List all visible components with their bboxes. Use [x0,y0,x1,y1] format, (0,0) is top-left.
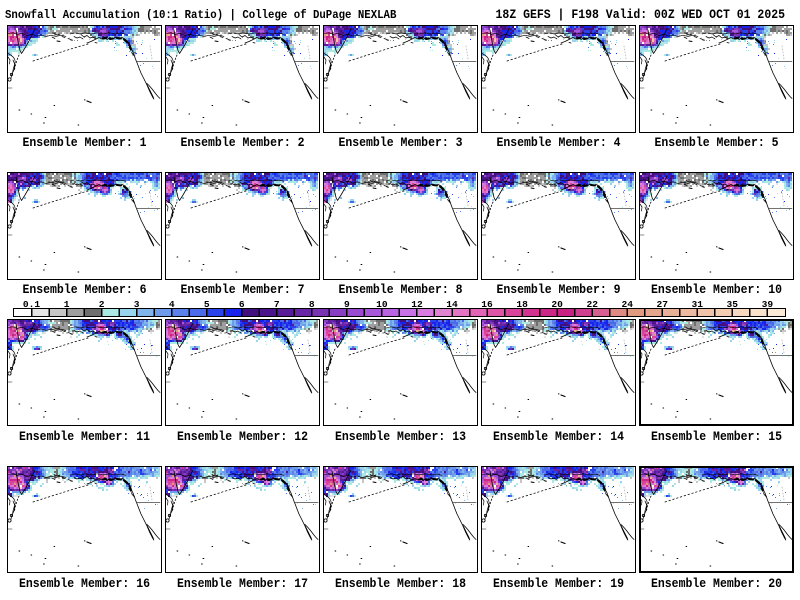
svg-text:35: 35 [727,299,739,310]
svg-text:Ensemble Member: 9: Ensemble Member: 9 [496,283,620,298]
svg-text:Ensemble Member: 7: Ensemble Member: 7 [180,283,304,298]
svg-text:10: 10 [376,299,388,310]
svg-text:4: 4 [169,299,175,310]
svg-text:Ensemble Member: 17: Ensemble Member: 17 [177,577,308,592]
svg-text:24: 24 [621,299,633,310]
svg-text:22: 22 [586,299,598,310]
svg-text:Ensemble Member: 6: Ensemble Member: 6 [22,283,146,298]
svg-text:Ensemble Member: 18: Ensemble Member: 18 [335,577,466,592]
svg-text:Ensemble Member: 1: Ensemble Member: 1 [22,136,146,151]
svg-text:5: 5 [204,299,210,310]
svg-text:Ensemble Member: 11: Ensemble Member: 11 [19,430,150,445]
svg-text:31: 31 [692,299,704,310]
svg-text:Ensemble Member: 8: Ensemble Member: 8 [338,283,462,298]
svg-text:3: 3 [134,299,140,310]
svg-text:14: 14 [446,299,458,310]
svg-text:6: 6 [239,299,245,310]
svg-text:20: 20 [551,299,563,310]
svg-text:Ensemble Member: 20: Ensemble Member: 20 [651,577,782,592]
svg-text:18Z GEFS | F198 Valid: 00Z WED: 18Z GEFS | F198 Valid: 00Z WED OCT 01 20… [496,7,785,22]
svg-text:18: 18 [516,299,528,310]
svg-text:2: 2 [99,299,105,310]
svg-text:12: 12 [411,299,423,310]
svg-text:Ensemble Member: 3: Ensemble Member: 3 [338,136,462,151]
svg-text:0.1: 0.1 [23,299,41,310]
svg-text:Ensemble Member: 14: Ensemble Member: 14 [493,430,624,445]
svg-text:Ensemble Member: 2: Ensemble Member: 2 [180,136,304,151]
svg-text:Ensemble Member: 12: Ensemble Member: 12 [177,430,308,445]
svg-text:Ensemble Member: 10: Ensemble Member: 10 [651,283,782,298]
svg-text:Ensemble Member: 13: Ensemble Member: 13 [335,430,466,445]
svg-text:Ensemble Member: 19: Ensemble Member: 19 [493,577,624,592]
svg-text:16: 16 [481,299,493,310]
svg-text:Snowfall Accumulation (10:1 Ra: Snowfall Accumulation (10:1 Ratio) | Col… [5,8,396,22]
svg-text:8: 8 [309,299,315,310]
svg-text:Ensemble Member: 16: Ensemble Member: 16 [19,577,150,592]
svg-text:39: 39 [762,299,774,310]
svg-text:Ensemble Member: 4: Ensemble Member: 4 [496,136,620,151]
svg-text:1: 1 [64,299,70,310]
svg-text:Ensemble Member: 15: Ensemble Member: 15 [651,430,782,445]
svg-text:27: 27 [656,299,668,310]
svg-text:9: 9 [344,299,350,310]
svg-text:Ensemble Member: 5: Ensemble Member: 5 [654,136,778,151]
svg-text:7: 7 [274,299,280,310]
